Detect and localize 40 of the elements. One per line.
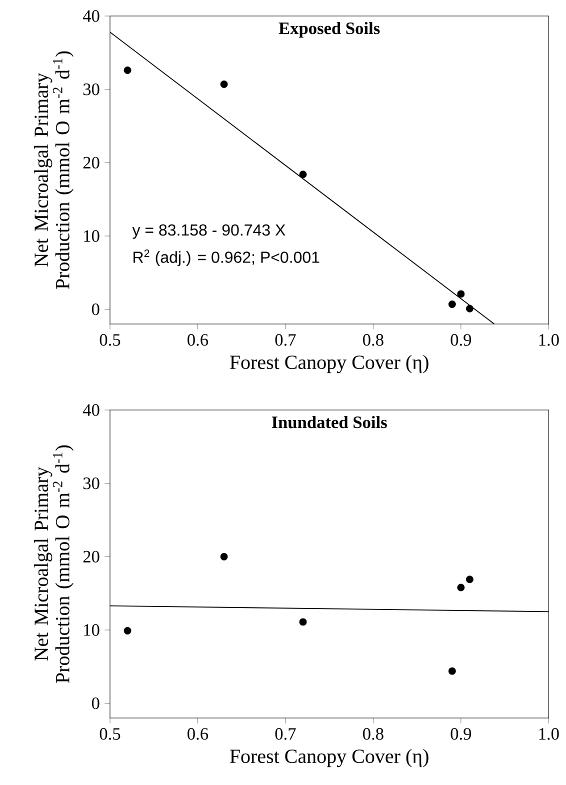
x-tick-label: 1.0 [539,334,559,346]
x-tick-label: 0.8 [363,728,384,740]
x-tick-label: 0.6 [188,728,208,740]
point [299,618,307,626]
x-tick-label: 0.5 [100,728,120,740]
x-tick-label: 0.5 [100,334,120,346]
x-axis-title: Forest Canopy Cover (η) [230,354,428,374]
point [457,290,465,298]
annotation: R$^{2}$ (adj.) = 0.962; P<0.001 [134,250,320,266]
point [220,80,228,88]
x-tick-label: 0.7 [275,334,296,346]
point [448,300,456,308]
x-tick-label: 0.7 [275,728,296,740]
y-tick-label: 40 [82,404,100,416]
y-tick-label: 10 [84,624,100,636]
y-tick-label: 0 [92,697,100,710]
x-tick-label: 1.0 [539,728,559,740]
point [466,304,474,312]
y-tick-label: 30 [83,478,100,490]
point [220,552,228,560]
y-tick-label: 20 [83,550,100,563]
point [466,576,474,584]
x-axis-title: Forest Canopy Cover (η) [230,748,428,768]
point [457,584,465,592]
point [448,667,456,675]
x-tick-label: 0.8 [363,334,384,346]
y-tick-label: 0 [92,304,100,316]
point [124,66,132,74]
y-tick-label: 20 [83,156,100,169]
point [299,170,307,178]
chart-title: Inundated Soils [272,416,387,428]
y-tick-label: 10 [84,230,100,242]
y-tick-label: 40 [82,10,100,22]
y-tick-label: 30 [83,84,100,96]
x-tick-label: 0.6 [188,334,208,346]
x-tick-label: 0.9 [450,334,472,346]
x-tick-label: 0.9 [450,728,472,740]
chart-title: Exposed Soils [278,22,380,38]
annotation: y = 83.158 - 90.743 X [132,224,286,239]
point [124,627,132,634]
